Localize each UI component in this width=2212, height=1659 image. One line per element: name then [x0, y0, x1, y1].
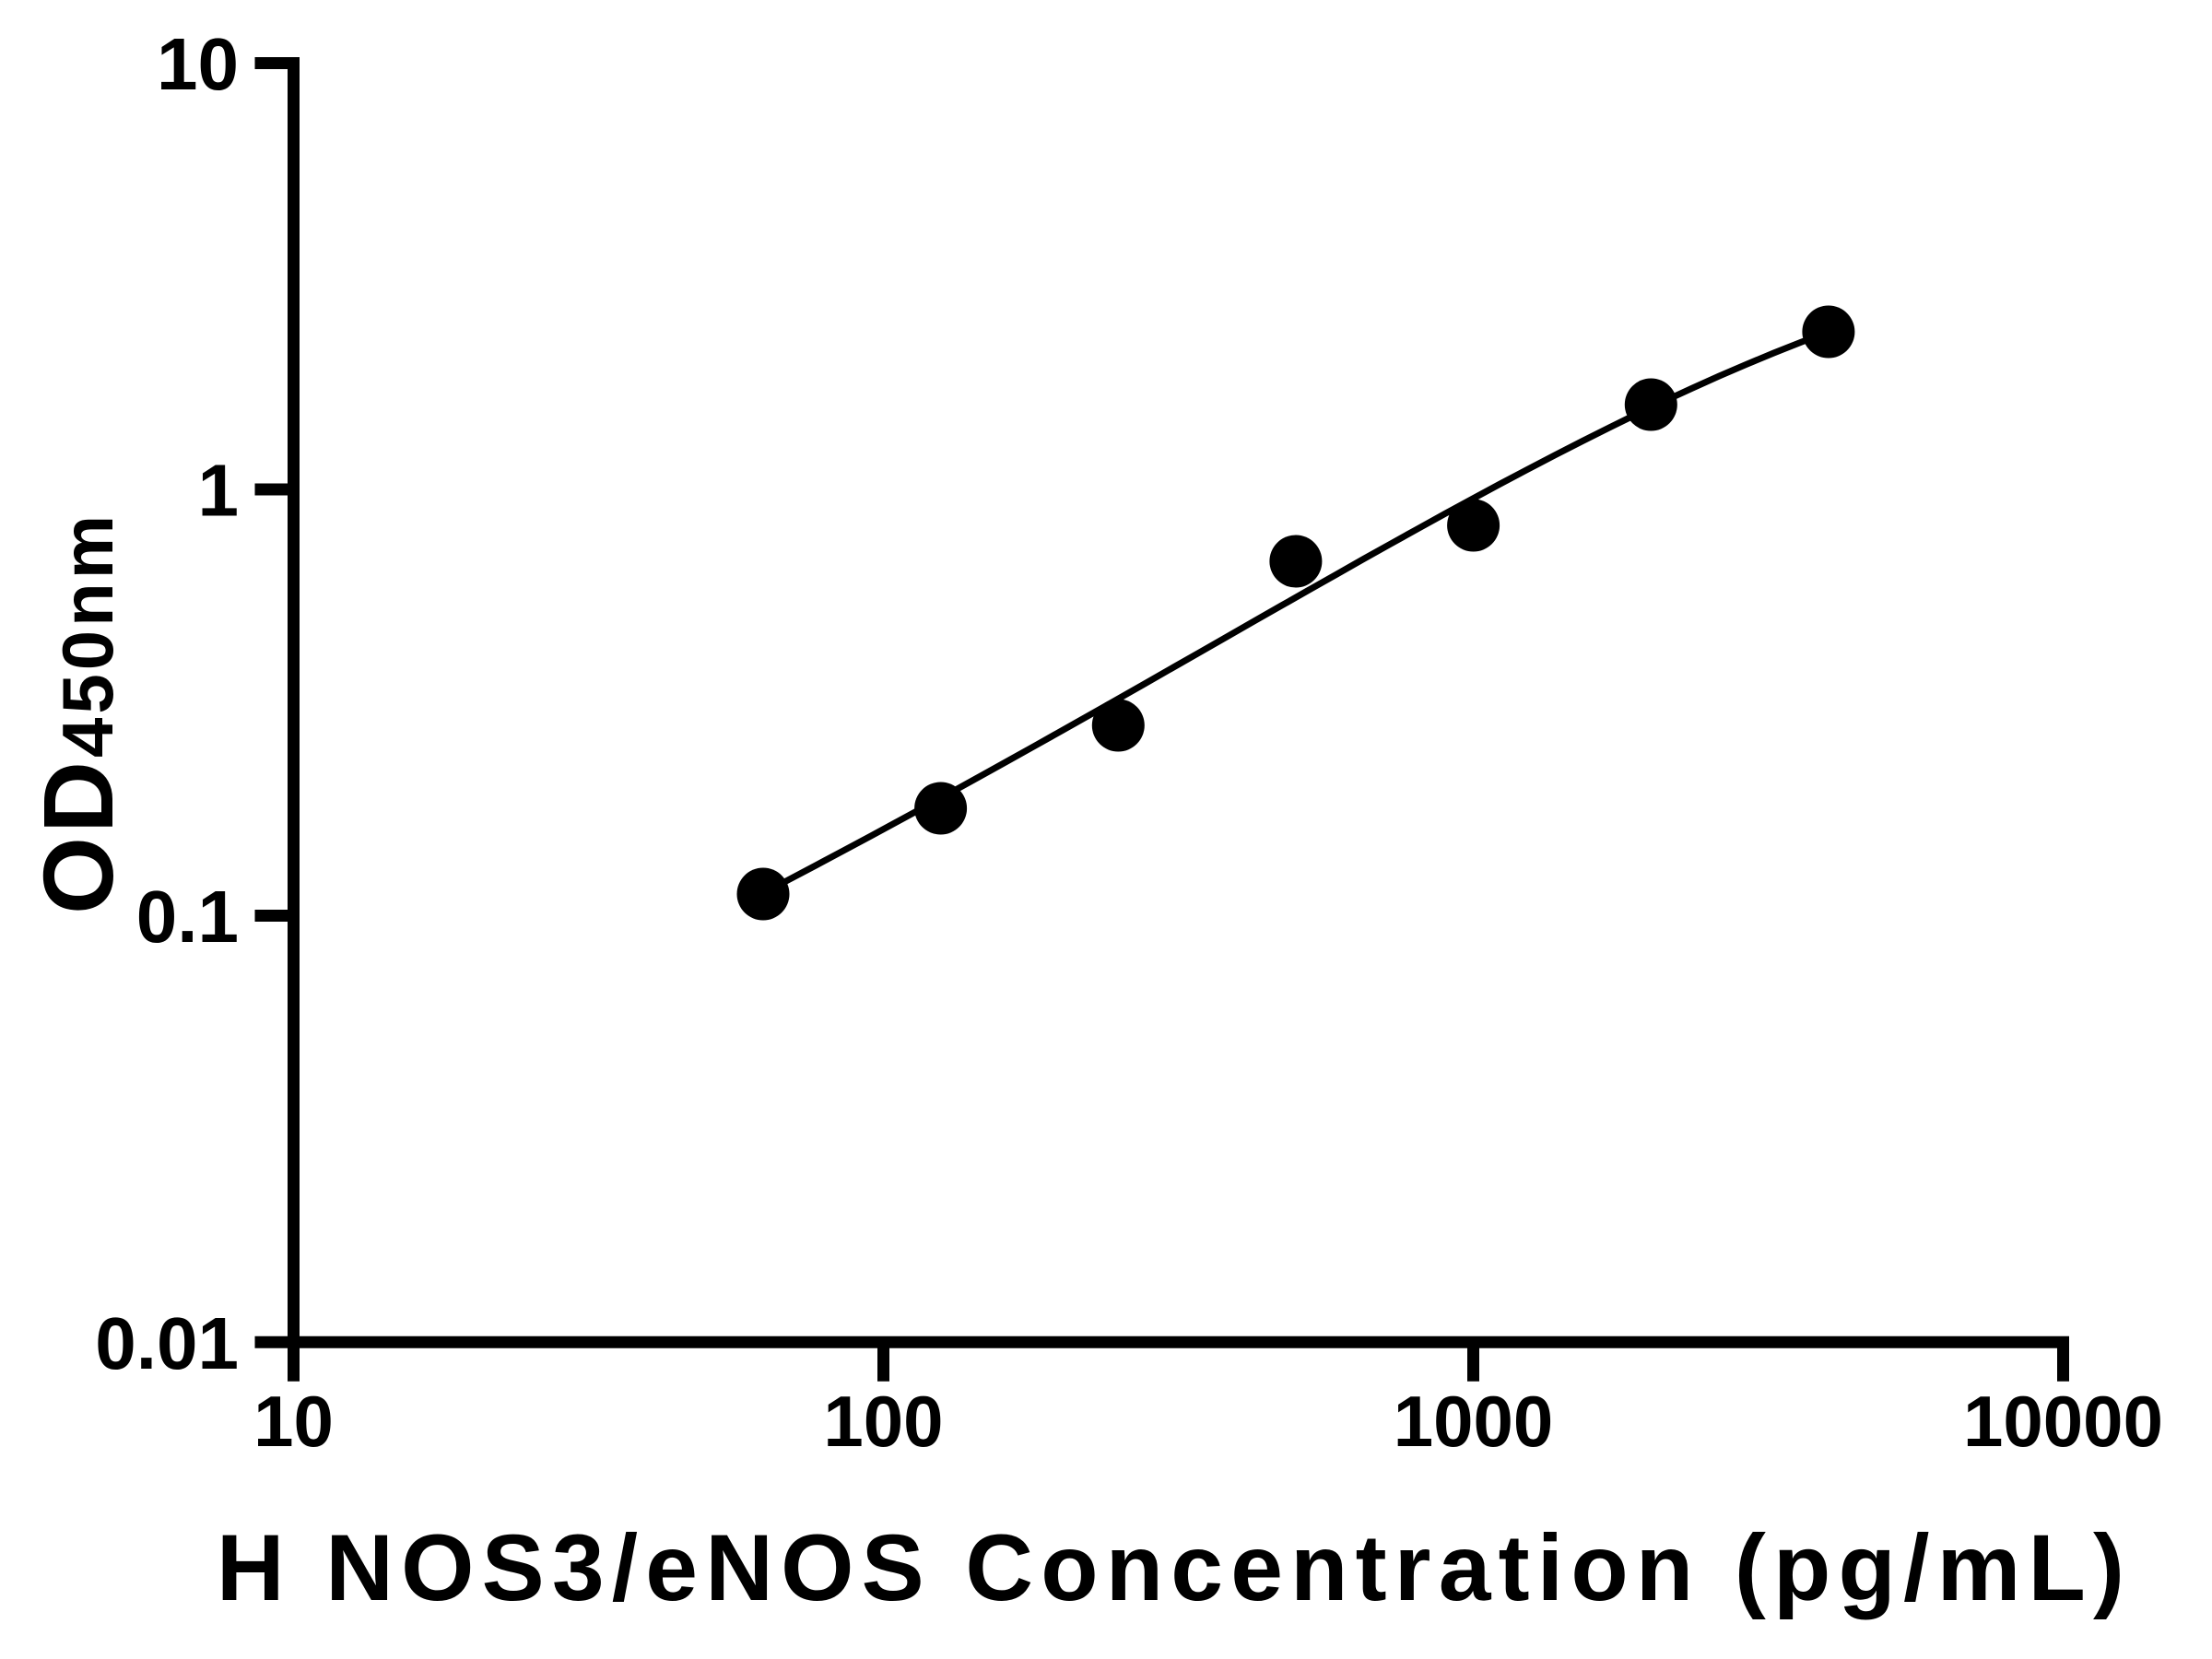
svg-text:0.1: 0.1 — [136, 876, 239, 958]
svg-text:H NOS3/eNOS Concentration (pg/: H NOS3/eNOS Concentration (pg/mL) — [217, 1515, 2132, 1620]
svg-text:10: 10 — [157, 23, 239, 105]
svg-text:10: 10 — [253, 1381, 334, 1462]
svg-text:1: 1 — [198, 450, 240, 532]
svg-text:100: 100 — [823, 1381, 943, 1462]
svg-text:1000: 1000 — [1394, 1381, 1554, 1462]
svg-text:0.01: 0.01 — [95, 1302, 239, 1384]
svg-text:10000: 10000 — [1963, 1381, 2163, 1462]
